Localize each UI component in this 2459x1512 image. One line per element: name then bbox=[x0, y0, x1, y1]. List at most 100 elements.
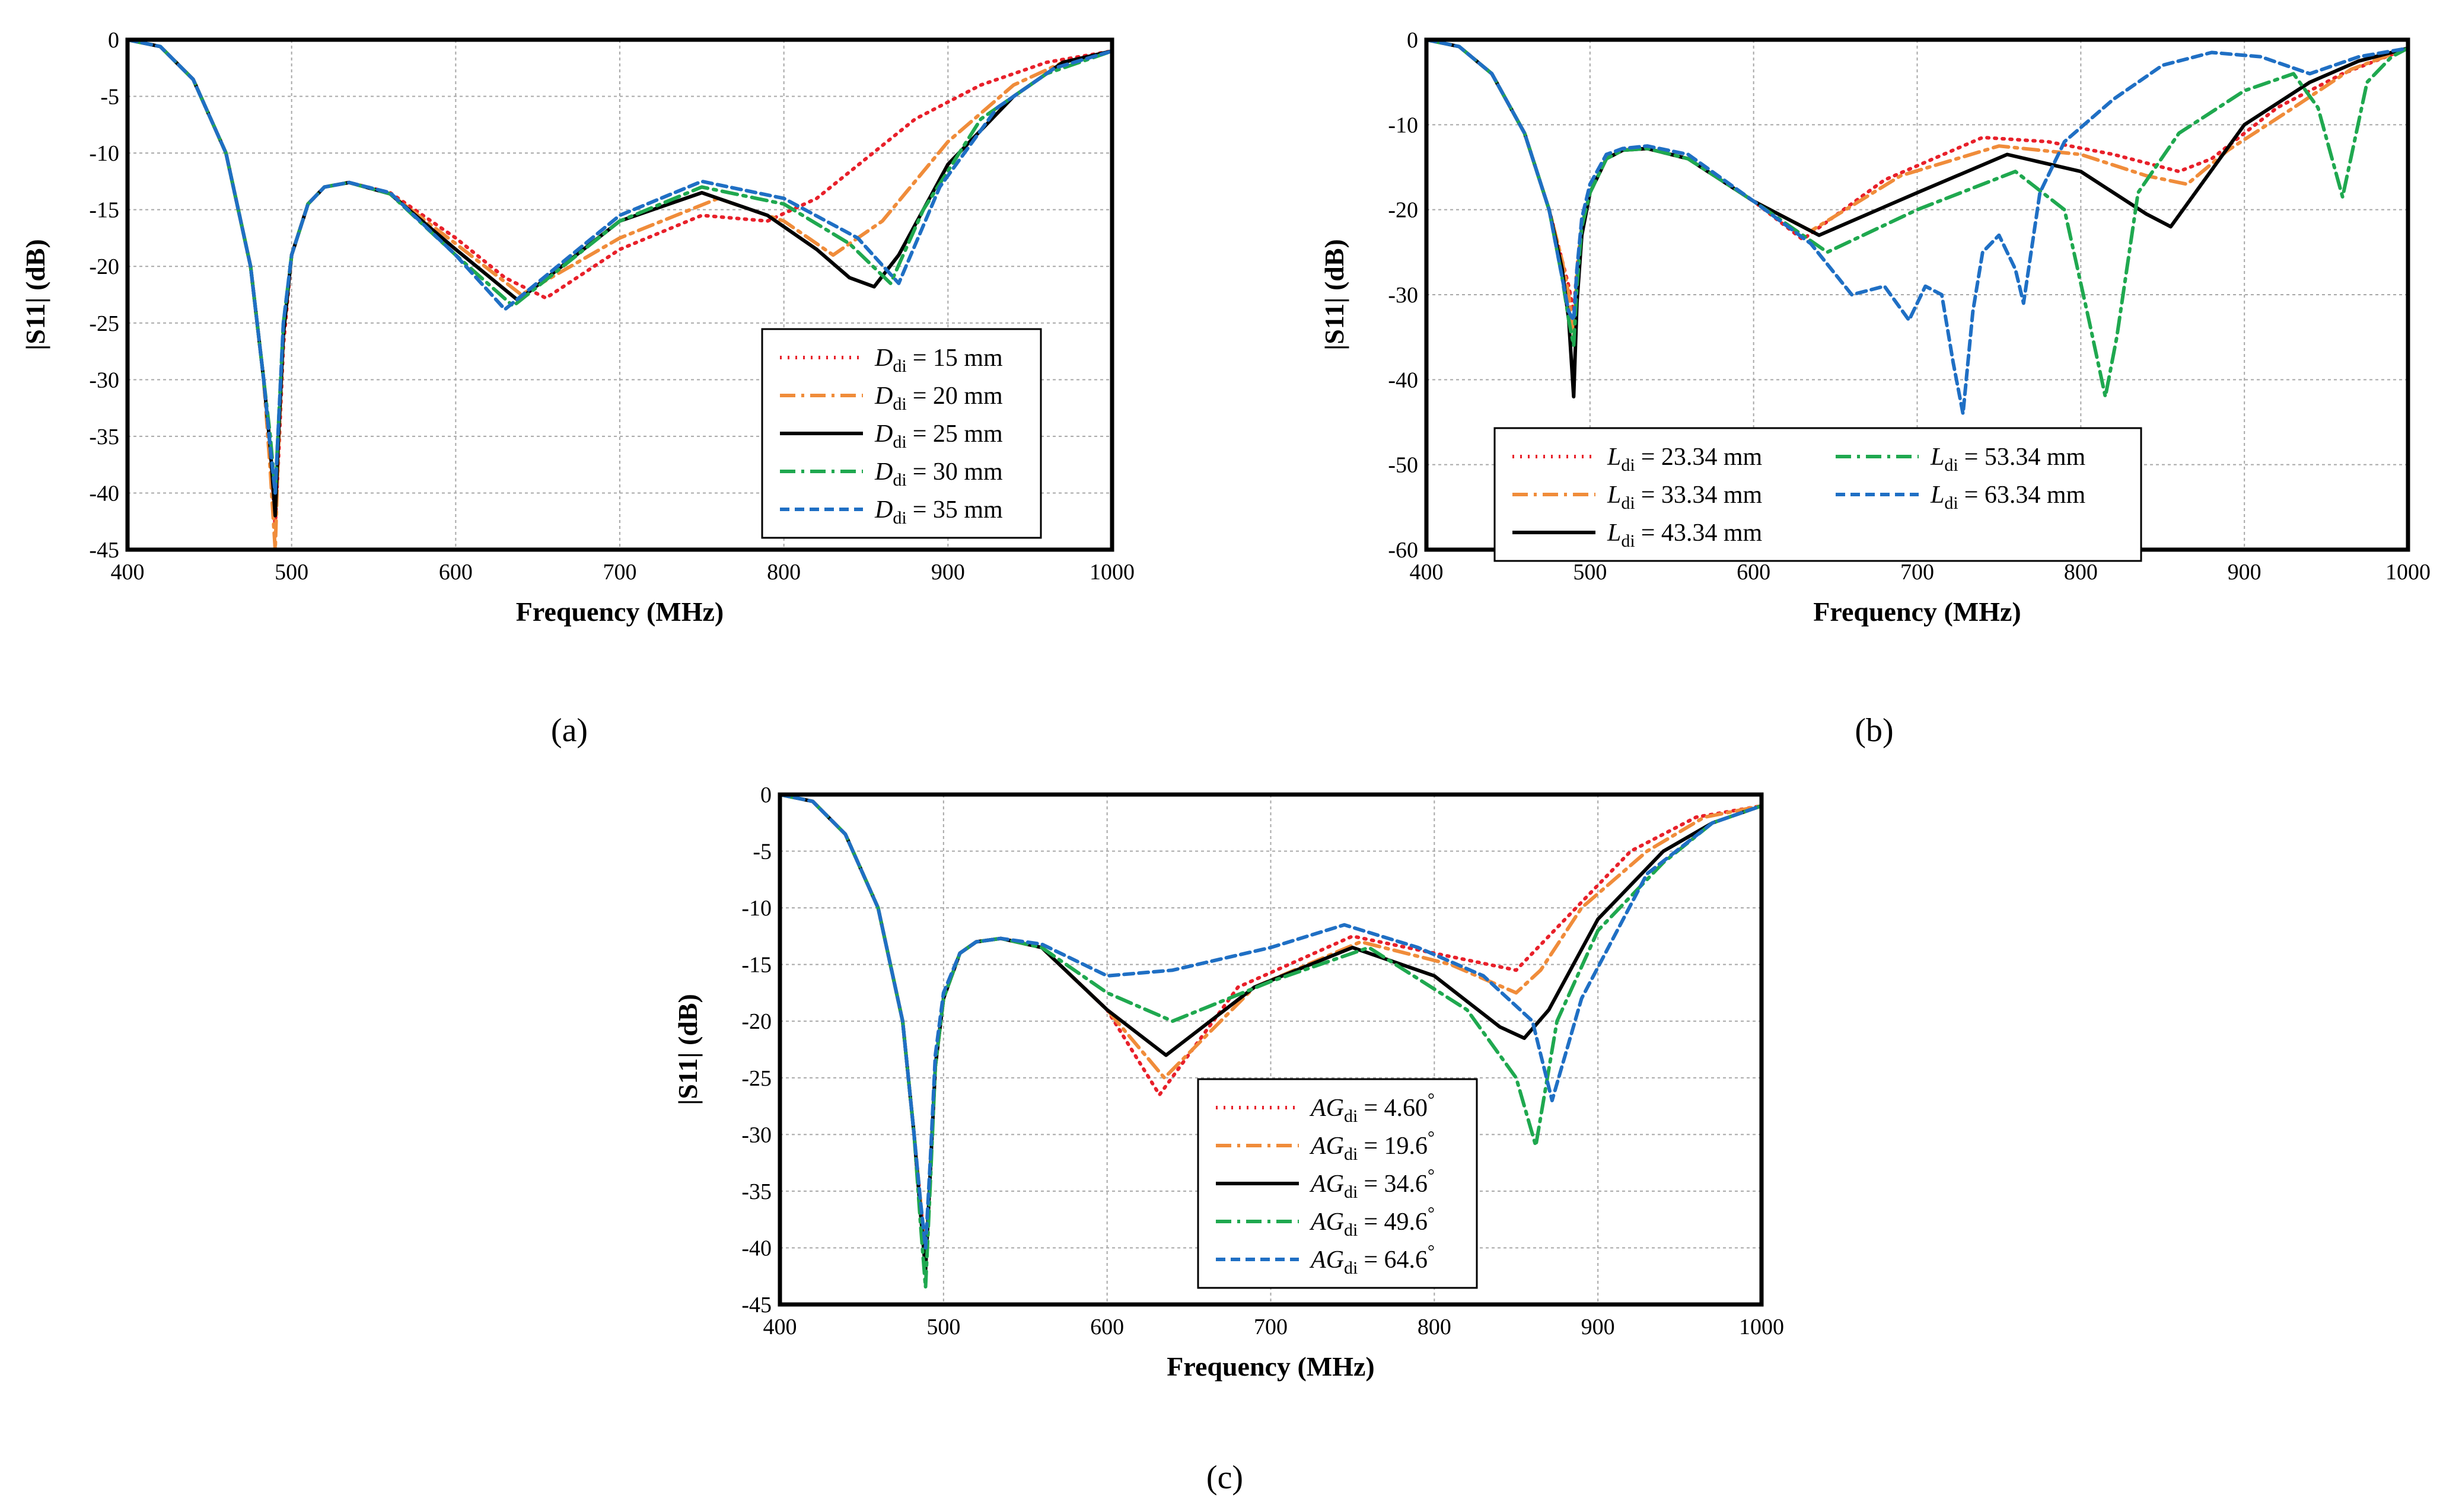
legend-label: AGdi = 34.6° bbox=[1309, 1166, 1435, 1202]
plot-frame bbox=[125, 37, 1114, 552]
legend-label-sub: di bbox=[1621, 493, 1635, 513]
y-tick-label: -35 bbox=[89, 425, 119, 449]
legend-label-value: = 53.34 mm bbox=[1964, 444, 2086, 471]
legend-label-sub: di bbox=[893, 508, 906, 528]
legend-label-sub: di bbox=[1944, 455, 1958, 475]
x-tick-label: 500 bbox=[275, 560, 308, 585]
y-tick-label: -20 bbox=[1388, 198, 1418, 223]
legend-label: Ddi = 25 mm bbox=[874, 420, 1003, 452]
legend-label: Ddi = 15 mm bbox=[874, 344, 1003, 376]
chart-panel-a: 400 500 600 700 800 900 1000 0 -5 -10 -15 -20 -25 -30… bbox=[20, 28, 1135, 749]
series-group bbox=[1426, 40, 2408, 416]
legend-entry: Ldi = 63.34 mm bbox=[1836, 481, 2086, 513]
legend-label-degree: ° bbox=[1428, 1242, 1435, 1261]
legend-entry: AGdi = 19.6° bbox=[1216, 1128, 1435, 1164]
legend-label-sub: di bbox=[1621, 531, 1635, 551]
legend-label-main: AG bbox=[1309, 1170, 1344, 1198]
legend-label: Ddi = 30 mm bbox=[874, 458, 1003, 490]
legend-label-main: D bbox=[874, 420, 893, 448]
legend-label-value: = 43.34 mm bbox=[1641, 519, 1763, 547]
y-tick-label: -15 bbox=[741, 953, 772, 978]
legend-label-main: L bbox=[1607, 444, 1621, 471]
legend-label-main: L bbox=[1607, 519, 1621, 547]
panel-label: (a) bbox=[551, 712, 588, 749]
chart-panel-c: 400 500 600 700 800 900 1000 0 -5 -10 -15 -20 -25 -30… bbox=[673, 783, 1784, 1496]
legend-entry: Ddi = 35 mm bbox=[780, 496, 1003, 528]
legend-label-sub: di bbox=[893, 356, 906, 376]
legend-label-value: = 25 mm bbox=[913, 420, 1003, 448]
y-tick-label: -5 bbox=[100, 85, 119, 110]
legend-label-main: AG bbox=[1309, 1246, 1344, 1274]
series-group bbox=[780, 795, 1762, 1290]
legend-entry: Ddi = 15 mm bbox=[780, 344, 1003, 376]
x-tick-label: 400 bbox=[111, 560, 145, 585]
legend-entry: Ldi = 43.34 mm bbox=[1512, 519, 1763, 551]
x-tick-label: 1000 bbox=[1090, 560, 1135, 585]
y-tick-label: -10 bbox=[1388, 113, 1418, 138]
y-tick-label: -20 bbox=[89, 254, 119, 279]
x-tick-label: 1000 bbox=[1739, 1315, 1784, 1339]
x-tick-label: 700 bbox=[1900, 560, 1934, 585]
y-tick-label: -15 bbox=[89, 198, 119, 223]
y-tick-label: -40 bbox=[1388, 368, 1418, 393]
series-line-5 bbox=[128, 40, 1112, 495]
x-tick-label: 800 bbox=[767, 560, 801, 585]
x-tick-label: 900 bbox=[2228, 560, 2261, 585]
y-tick-label: -30 bbox=[89, 368, 119, 393]
x-tick-label: 400 bbox=[1410, 560, 1444, 585]
plot-frame bbox=[778, 792, 1764, 1307]
y-tick-label: -35 bbox=[741, 1179, 772, 1204]
x-tick-label: 900 bbox=[931, 560, 965, 585]
legend-label-main: D bbox=[874, 382, 893, 410]
legend-label-sub: di bbox=[1344, 1220, 1358, 1240]
y-tick-label: -10 bbox=[741, 896, 772, 921]
y-tick-label: -50 bbox=[1388, 453, 1418, 478]
x-tick-label: 900 bbox=[1581, 1315, 1615, 1339]
legend-label-main: AG bbox=[1309, 1208, 1344, 1236]
legend-label-value: = 20 mm bbox=[913, 382, 1003, 410]
legend-label-main: AG bbox=[1309, 1133, 1344, 1160]
legend-entry: AGdi = 49.6° bbox=[1216, 1204, 1435, 1240]
x-axis-label: Frequency (MHz) bbox=[516, 596, 724, 627]
legend-label-main: L bbox=[1930, 444, 1944, 471]
y-tick-label: -30 bbox=[741, 1122, 772, 1147]
legend: AGdi = 4.60°AGdi = 19.6°AGdi = 34.6°AGdi = 4… bbox=[1197, 1078, 1478, 1289]
legend-label-sub: di bbox=[1344, 1182, 1358, 1202]
legend-label: AGdi = 49.6° bbox=[1309, 1204, 1435, 1240]
legend-label-value: = 23.34 mm bbox=[1641, 444, 1763, 471]
legend-entry: Ddi = 20 mm bbox=[780, 382, 1003, 414]
x-tick-label: 500 bbox=[1573, 560, 1607, 585]
x-axis-label: Frequency (MHz) bbox=[1167, 1351, 1374, 1382]
x-tick-label: 800 bbox=[2064, 560, 2098, 585]
y-tick-label: 0 bbox=[760, 783, 772, 808]
legend-label-value: = 63.34 mm bbox=[1964, 481, 2086, 509]
legend-label-value: = 19.6 bbox=[1364, 1133, 1428, 1160]
legend-label-sub: di bbox=[893, 432, 906, 452]
legend-entry: AGdi = 34.6° bbox=[1216, 1166, 1435, 1202]
legend-label-value: = 49.6 bbox=[1364, 1208, 1428, 1236]
y-tick-label: -20 bbox=[741, 1009, 772, 1034]
series-line-1 bbox=[1426, 40, 2408, 314]
legend-entry: Ldi = 23.34 mm bbox=[1512, 444, 1763, 475]
legend-entry: Ddi = 30 mm bbox=[780, 458, 1003, 490]
y-tick-label: -25 bbox=[741, 1066, 772, 1091]
legend-label: Ldi = 63.34 mm bbox=[1930, 481, 2086, 513]
legend-label-sub: di bbox=[1344, 1258, 1358, 1278]
legend-label-sub: di bbox=[1344, 1106, 1358, 1126]
y-tick-label: 0 bbox=[108, 28, 119, 53]
legend-label-value: = 4.60 bbox=[1364, 1095, 1428, 1122]
y-tick-label: -30 bbox=[1388, 283, 1418, 308]
series-group bbox=[128, 40, 1112, 550]
legend-label-sub: di bbox=[1944, 493, 1958, 513]
legend-label: Ldi = 43.34 mm bbox=[1607, 519, 1763, 551]
legend: Ddi = 15 mm Ddi = 20 mm Ddi = 25 mm Ddi = 30 mm… bbox=[761, 328, 1042, 539]
y-tick-label: -10 bbox=[89, 141, 119, 166]
legend-label-value: = 64.6 bbox=[1364, 1246, 1428, 1274]
x-tick-label: 700 bbox=[603, 560, 637, 585]
y-tick-label: -45 bbox=[89, 538, 119, 563]
legend-label-sub: di bbox=[1621, 455, 1635, 475]
legend-label-degree: ° bbox=[1428, 1204, 1435, 1223]
series-line-5 bbox=[1426, 40, 2408, 416]
legend-label-degree: ° bbox=[1428, 1166, 1435, 1185]
